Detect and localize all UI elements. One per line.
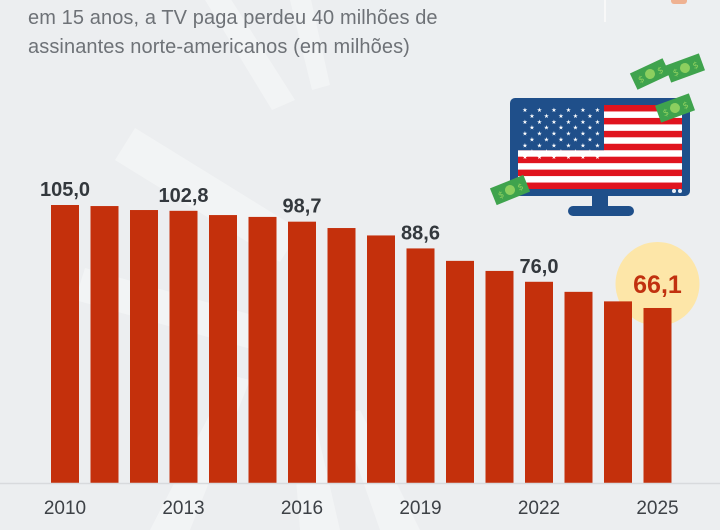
svg-text:★: ★ [537,119,542,126]
logo-fragment [671,0,687,4]
svg-text:★: ★ [558,148,563,155]
svg-text:★: ★ [551,107,556,114]
svg-text:★: ★ [566,154,571,161]
svg-text:★: ★ [558,137,563,144]
svg-text:★: ★ [587,148,592,155]
bar-2019 [406,248,435,483]
svg-text:$: $ [681,100,690,111]
data-label-2025: 66,1 [633,271,682,299]
svg-text:★: ★ [580,142,585,149]
svg-text:★: ★ [551,142,556,149]
bar-2022 [525,281,553,483]
bar-2018 [367,235,395,483]
bar-2020 [446,260,474,483]
svg-text:★: ★ [529,113,534,120]
data-label-2022: 76,0 [520,256,559,278]
svg-text:★: ★ [551,131,556,138]
svg-text:★: ★ [544,148,549,155]
subtitle-line-2: assinantes norte-americanos (em milhões) [28,36,410,58]
bar-2025 [643,307,672,483]
tv-illustration: ★ ★ ★ ★ ★ ★★ ★ ★ ★ ★★ ★ ★ ★ ★ ★★ ★ ★ ★ ★★ ★ ★ ★ ★ ★★ ★ ★ ★ ★★ ★ ★ ★ ★ ★★… [489,53,705,216]
svg-text:★: ★ [566,119,571,126]
bar-2023 [564,291,593,483]
svg-text:★: ★ [573,148,578,155]
data-labels-group: 105,0 102,8 98,7 88,6 76,0 66,1 [40,179,682,299]
svg-text:★: ★ [587,113,592,120]
dollar-bill-icon: $ $ $ $ $ $ $ $ [489,53,705,206]
svg-text:★: ★ [566,107,571,114]
x-tick-2016: 2016 [281,498,323,519]
bar-2017 [327,228,356,483]
x-tick-2022: 2022 [518,498,560,519]
svg-text:★: ★ [522,119,527,126]
svg-text:★: ★ [595,107,600,114]
svg-text:★: ★ [587,137,592,144]
bar-2014 [209,215,237,483]
svg-text:★: ★ [573,113,578,120]
x-tick-2013: 2013 [162,498,204,519]
svg-text:★: ★ [544,113,549,120]
svg-text:$: $ [516,182,525,193]
svg-text:★: ★ [551,119,556,126]
x-tick-2010: 2010 [44,498,86,519]
svg-text:★: ★ [580,154,585,161]
svg-text:★: ★ [595,154,600,161]
svg-text:★: ★ [587,125,592,132]
data-label-2019: 88,6 [401,222,440,244]
svg-text:★: ★ [595,142,600,149]
chart-subtitle: em 15 anos, a TV paga perdeu 40 milhões … [28,4,438,62]
svg-text:$: $ [662,108,671,119]
svg-text:★: ★ [529,125,534,132]
x-ticks-group: 2010 2013 2016 2019 2022 2025 [44,498,679,519]
data-label-2016: 98,7 [283,196,322,218]
svg-text:★: ★ [580,131,585,138]
svg-text:★: ★ [522,107,527,114]
x-tick-2025: 2025 [636,498,678,519]
svg-text:★: ★ [522,131,527,138]
svg-text:★: ★ [573,125,578,132]
svg-text:★: ★ [580,119,585,126]
x-tick-2019: 2019 [399,498,441,519]
bar-2010 [51,205,79,483]
bar-2013 [169,210,198,483]
svg-text:$: $ [637,74,646,85]
data-label-2013: 102,8 [158,185,208,207]
svg-text:★: ★ [595,119,600,126]
svg-text:★: ★ [537,131,542,138]
data-label-2010: 105,0 [40,179,90,201]
bars-group [51,205,672,484]
svg-text:★: ★ [529,148,534,155]
bar-2012 [130,210,158,484]
svg-text:$: $ [691,60,700,71]
svg-text:★: ★ [537,142,542,149]
svg-text:★: ★ [529,137,534,144]
svg-text:$: $ [497,190,506,201]
bar-2016 [288,221,316,483]
svg-text:★: ★ [522,142,527,149]
svg-text:$: $ [672,68,681,79]
svg-text:★: ★ [580,107,585,114]
svg-text:★: ★ [522,154,527,161]
divider [604,0,606,22]
bar-2021 [485,270,514,483]
subtitle-line-1: em 15 anos, a TV paga perdeu 40 milhões … [28,7,438,29]
bar-2011 [90,206,119,483]
svg-text:★: ★ [551,154,556,161]
svg-text:★: ★ [537,154,542,161]
svg-text:★: ★ [595,131,600,138]
svg-text:★: ★ [544,125,549,132]
bar-2024 [604,301,632,483]
svg-text:★: ★ [558,125,563,132]
bar-2015 [248,216,277,483]
svg-text:★: ★ [566,142,571,149]
svg-text:★: ★ [573,137,578,144]
svg-text:★: ★ [537,107,542,114]
svg-text:★: ★ [558,113,563,120]
usa-flag-icon: ★ ★ ★ ★ ★ ★★ ★ ★ ★ ★★ ★ ★ ★ ★ ★★ ★ ★ ★ ★★ ★ ★ ★ ★ ★★ ★ ★ ★ ★★ ★ ★ ★ ★ ★★… [518,105,682,189]
svg-text:★: ★ [544,137,549,144]
svg-text:★: ★ [566,131,571,138]
svg-text:$: $ [656,65,665,76]
highlight-circle [615,241,700,326]
